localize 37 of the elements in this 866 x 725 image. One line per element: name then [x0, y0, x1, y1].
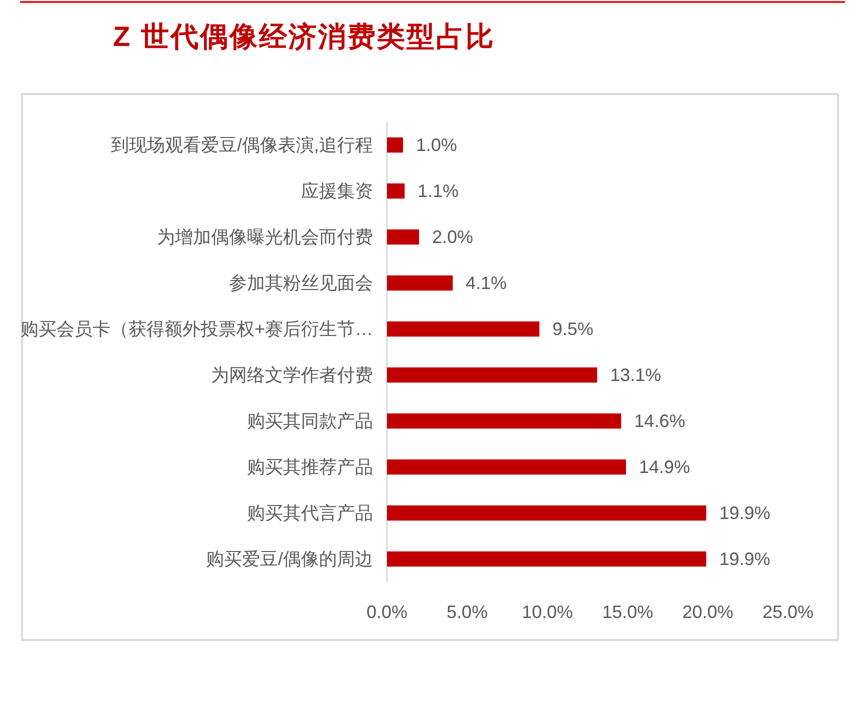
y-tick-label: 购买其推荐产品 [247, 457, 373, 477]
data-label: 9.5% [552, 319, 594, 339]
y-tick-label: 为增加偶像曝光机会而付费 [157, 227, 373, 247]
y-tick-label: 购买其同款产品 [247, 411, 373, 431]
bar [387, 505, 706, 521]
data-label: 19.9% [719, 549, 770, 569]
y-tick-label: 购买爱豆/偶像的周边 [206, 549, 373, 569]
bar [387, 321, 540, 337]
y-tick-label: 到现场观看爱豆/偶像表演,追行程 [110, 135, 373, 155]
x-tick-label: 10.0% [522, 602, 573, 622]
data-label: 2.0% [432, 227, 474, 247]
bar [387, 229, 420, 245]
data-label: 13.1% [610, 365, 662, 385]
data-label: 1.0% [416, 135, 458, 155]
chart-title: Z 世代偶像经济消费类型占比 [113, 21, 495, 52]
y-tick-label: 参加其粉丝见面会 [229, 273, 373, 293]
data-label: 14.9% [638, 457, 690, 477]
x-tick-label: 15.0% [602, 602, 654, 622]
bar [387, 275, 453, 291]
x-tick-label: 0.0% [366, 602, 408, 622]
bar [387, 183, 405, 199]
y-tick-label: 购买会员卡（获得额外投票权+赛后衍生节… [20, 319, 373, 339]
data-label: 14.6% [634, 411, 686, 431]
data-label: 19.9% [719, 503, 770, 523]
y-tick-label: 应援集资 [301, 181, 373, 201]
bar [387, 459, 626, 475]
y-tick-label: 为网络文学作者付费 [211, 365, 373, 385]
bar [387, 413, 622, 429]
data-label: 1.1% [418, 181, 459, 201]
bar [387, 367, 598, 383]
data-label: 4.1% [466, 273, 507, 293]
x-tick-label: 20.0% [682, 602, 734, 622]
y-tick-label: 购买其代言产品 [247, 503, 373, 523]
bar [387, 137, 404, 153]
bar [387, 551, 706, 567]
x-tick-label: 25.0% [762, 602, 814, 622]
x-tick-label: 5.0% [446, 602, 488, 622]
